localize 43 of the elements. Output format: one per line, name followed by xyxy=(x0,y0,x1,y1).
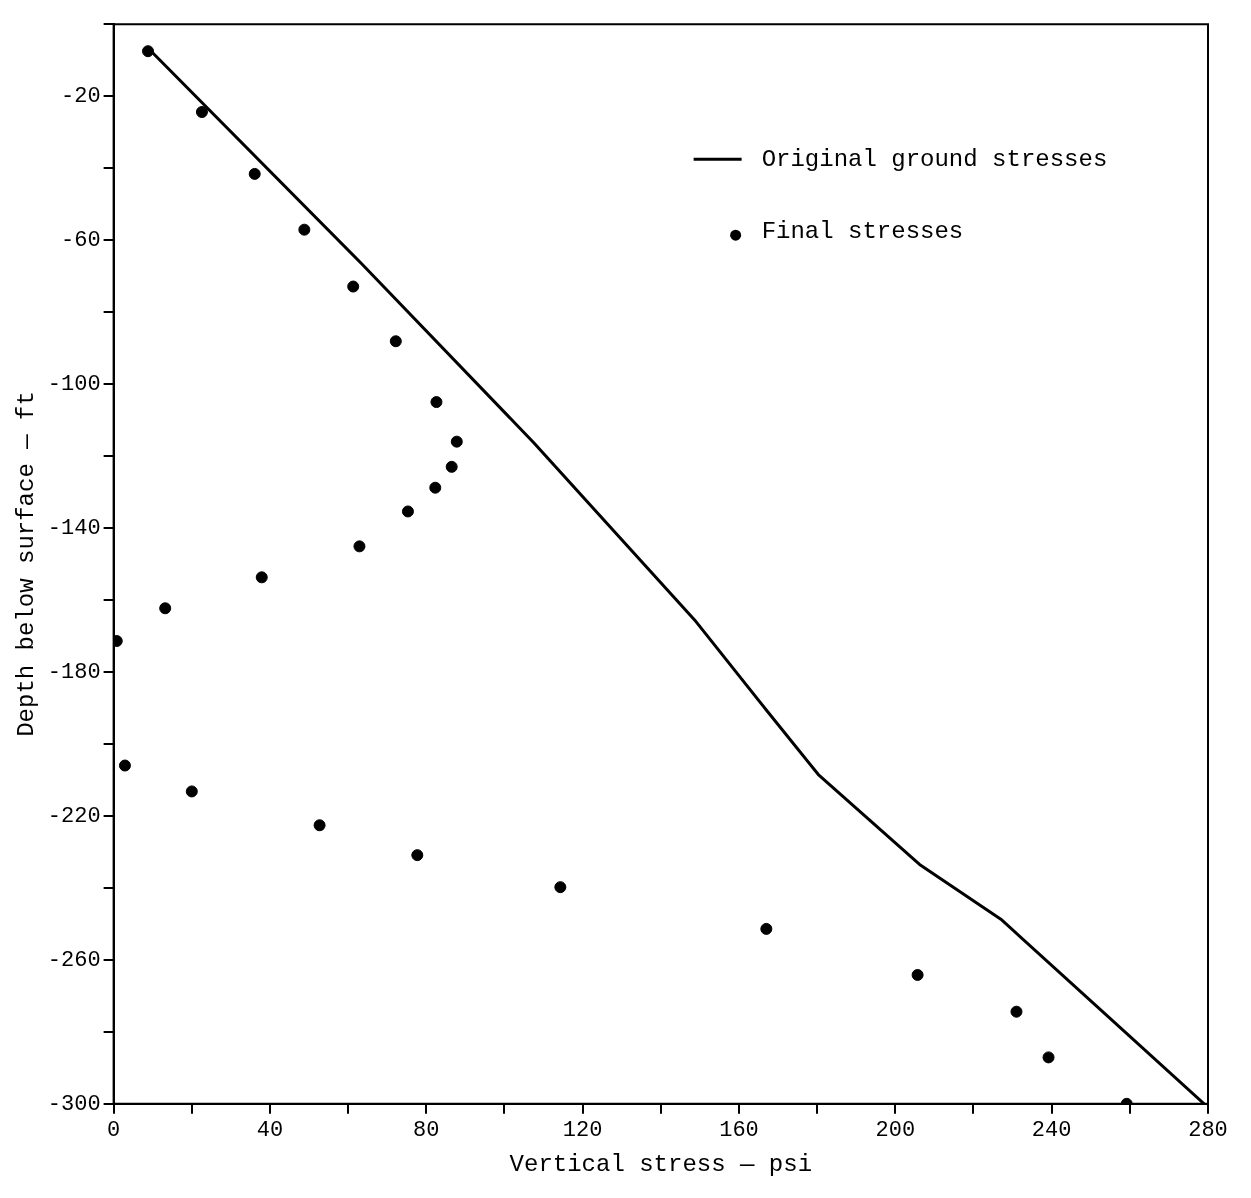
x-tick-label: 160 xyxy=(719,1117,759,1143)
y-tick-label: -100 xyxy=(47,371,101,397)
y-tick-label: -180 xyxy=(47,659,101,685)
point xyxy=(159,602,172,615)
y-tick-label: -140 xyxy=(47,515,101,541)
x-tick-label: 280 xyxy=(1188,1117,1228,1143)
y-tick-label: -20 xyxy=(61,84,101,109)
y-axis-title: Depth below surface — ft xyxy=(12,391,40,737)
point xyxy=(554,881,567,894)
point xyxy=(248,167,261,180)
point xyxy=(313,819,326,832)
point xyxy=(298,223,311,236)
x-tick-label: 240 xyxy=(1031,1117,1072,1143)
point xyxy=(911,968,924,981)
point xyxy=(429,481,442,494)
y-tick-label: -260 xyxy=(47,947,101,973)
point xyxy=(401,505,414,518)
y-tick-label: -300 xyxy=(47,1091,101,1117)
point xyxy=(1042,1051,1055,1064)
point xyxy=(760,922,773,935)
legend-label: Final stresses xyxy=(761,217,964,245)
y-tick-label: -60 xyxy=(61,227,101,253)
point xyxy=(389,335,402,348)
x-tick-label: 40 xyxy=(256,1117,284,1143)
point xyxy=(142,45,154,58)
legend-label: Original ground stresses xyxy=(761,145,1108,173)
x-tick-label: 120 xyxy=(562,1117,603,1143)
point xyxy=(195,106,208,119)
point xyxy=(411,849,424,862)
point xyxy=(450,435,463,448)
x-tick-label: 200 xyxy=(875,1117,916,1143)
point xyxy=(118,759,131,772)
point xyxy=(347,280,360,293)
point xyxy=(1010,1005,1023,1018)
point xyxy=(445,460,458,473)
point xyxy=(353,540,366,553)
point xyxy=(255,571,268,584)
point xyxy=(430,396,443,409)
y-tick-label: -220 xyxy=(47,803,101,829)
x-tick-label: 80 xyxy=(413,1117,440,1143)
x-axis-title: Vertical stress — psi xyxy=(509,1150,813,1178)
point xyxy=(185,785,198,798)
x-tick-label: 0 xyxy=(107,1117,121,1143)
